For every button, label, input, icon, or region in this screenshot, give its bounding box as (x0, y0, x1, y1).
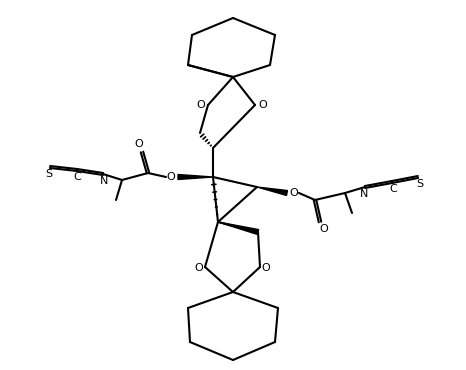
Text: O: O (197, 100, 206, 110)
Text: O: O (135, 139, 144, 149)
Text: S: S (417, 179, 424, 189)
Text: O: O (320, 224, 329, 234)
Text: N: N (360, 189, 368, 199)
Text: O: O (259, 100, 267, 110)
Text: O: O (195, 263, 203, 273)
Polygon shape (178, 175, 213, 179)
Text: O: O (261, 263, 270, 273)
Text: C: C (389, 184, 397, 194)
Polygon shape (218, 222, 259, 235)
Polygon shape (257, 187, 288, 195)
Text: O: O (167, 172, 175, 182)
Text: O: O (290, 188, 298, 198)
Text: N: N (100, 176, 108, 186)
Text: S: S (46, 169, 53, 179)
Text: C: C (73, 172, 81, 182)
